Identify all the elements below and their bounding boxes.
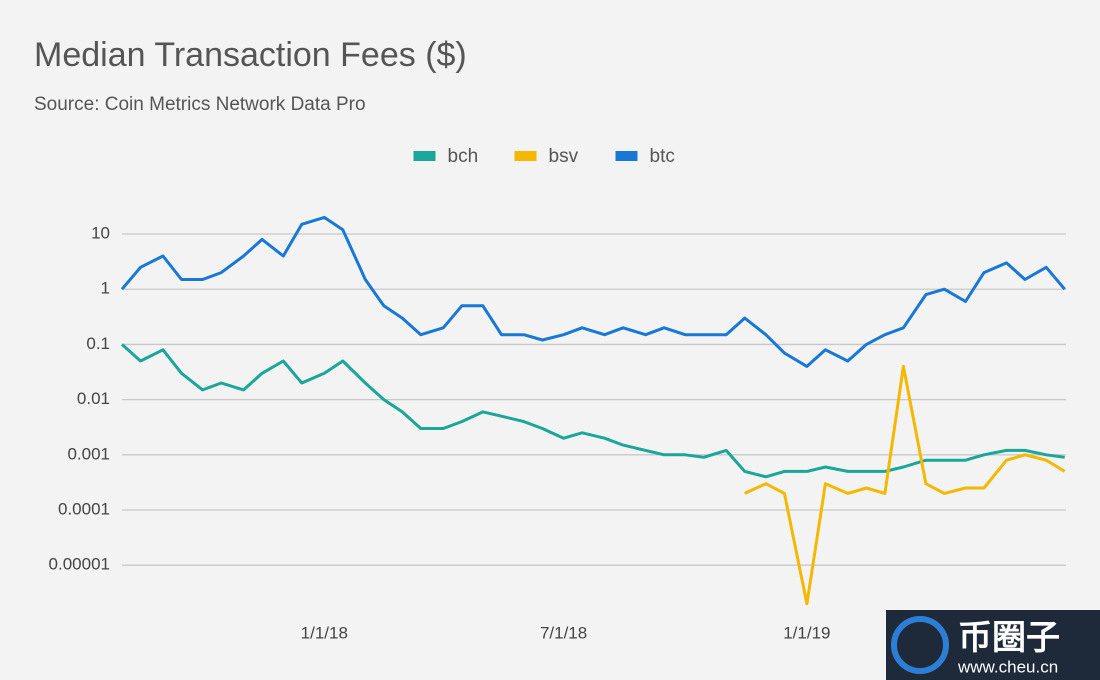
watermark-logo xyxy=(891,616,949,674)
series-line xyxy=(744,364,1066,606)
watermark: 币圈子 www.cheu.cn xyxy=(886,610,1100,680)
y-tick-label: 0.01 xyxy=(77,389,110,408)
chart-subtitle: Source: Coin Metrics Network Data Pro xyxy=(34,94,366,115)
y-tick-label: 0.001 xyxy=(67,444,110,463)
legend-swatch xyxy=(514,151,537,161)
x-tick-label: 1/1/18 xyxy=(301,623,348,642)
watermark-brand: 币圈子 xyxy=(958,619,1060,657)
plot: 10 1 0.1 0.01 0.001 0.0001 0.00001 1/1/18 7/1/18… xyxy=(49,146,1066,642)
y-tick-label: 0.00001 xyxy=(49,555,110,574)
y-tick-label: 1 xyxy=(101,279,110,298)
legend-label: bsv xyxy=(549,146,579,167)
series-line xyxy=(120,343,1065,479)
watermark-url: www.cheu.cn xyxy=(957,657,1058,676)
chart-title: Median Transaction Fees ($) xyxy=(34,36,467,74)
x-tick-label: 7/1/18 xyxy=(540,623,587,642)
legend-label: btc xyxy=(650,146,675,167)
y-tick-label: 0.1 xyxy=(86,334,110,353)
y-tick-label: 10 xyxy=(91,224,110,243)
legend-label: bch xyxy=(448,146,479,167)
y-tick-label: 0.0001 xyxy=(58,499,110,518)
series-line xyxy=(120,215,1066,368)
legend-swatch xyxy=(413,151,436,161)
x-tick-label: 1/1/19 xyxy=(783,623,830,642)
legend-swatch xyxy=(615,151,638,161)
